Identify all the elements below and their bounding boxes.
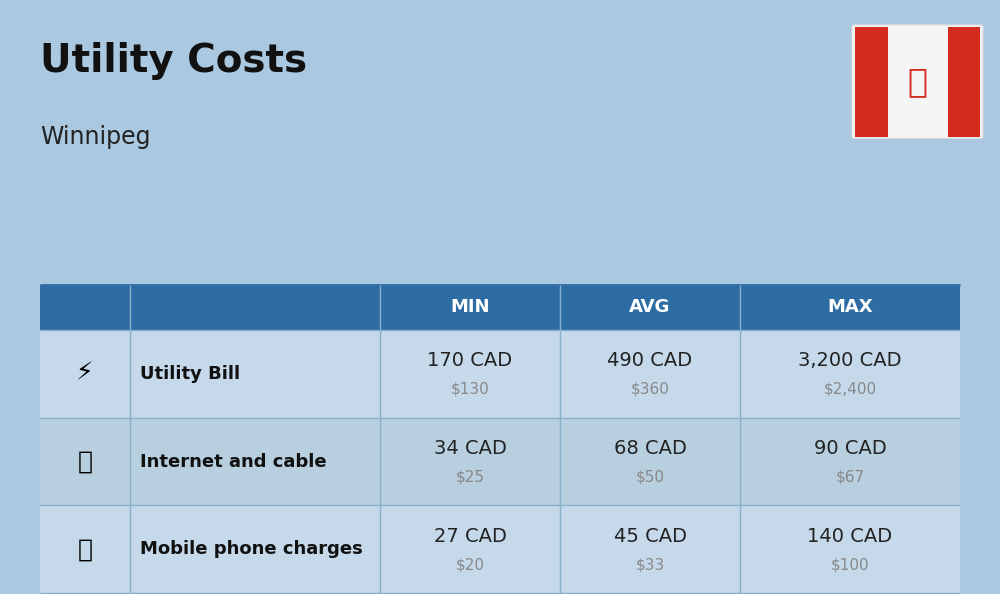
Text: 3,200 CAD: 3,200 CAD (798, 351, 902, 370)
Text: MIN: MIN (450, 298, 490, 317)
Bar (40, 330, 960, 418)
Text: $67: $67 (835, 469, 865, 485)
Text: AVG: AVG (629, 298, 671, 317)
Bar (948, 27, 980, 137)
Text: ⚡: ⚡ (76, 362, 94, 386)
Text: $2,400: $2,400 (823, 381, 877, 397)
Text: Mobile phone charges: Mobile phone charges (140, 541, 363, 558)
Text: 490 CAD: 490 CAD (607, 351, 693, 370)
Text: Utility Bill: Utility Bill (140, 365, 240, 383)
Text: 34 CAD: 34 CAD (434, 439, 506, 458)
Text: 📶: 📶 (77, 450, 92, 473)
Bar (40, 285, 960, 330)
Text: 90 CAD: 90 CAD (814, 439, 886, 458)
Text: 📱: 📱 (77, 538, 92, 561)
Bar (40, 505, 960, 593)
Bar (855, 27, 888, 137)
Text: MAX: MAX (827, 298, 873, 317)
Text: $130: $130 (451, 381, 489, 397)
Text: 68 CAD: 68 CAD (614, 439, 686, 458)
Text: $33: $33 (635, 557, 665, 573)
Text: $20: $20 (456, 557, 484, 573)
Text: 140 CAD: 140 CAD (807, 527, 893, 546)
Text: $100: $100 (831, 557, 869, 573)
Bar (40, 418, 960, 505)
Text: Internet and cable: Internet and cable (140, 453, 327, 470)
Text: $360: $360 (631, 381, 669, 397)
Text: 🍁: 🍁 (908, 65, 928, 98)
Text: 45 CAD: 45 CAD (614, 527, 686, 546)
Text: Winnipeg: Winnipeg (40, 125, 150, 148)
Text: Utility Costs: Utility Costs (40, 42, 307, 80)
FancyBboxPatch shape (852, 25, 983, 138)
Text: 170 CAD: 170 CAD (427, 351, 513, 370)
Text: $25: $25 (456, 469, 484, 485)
Text: $50: $50 (636, 469, 664, 485)
Text: 27 CAD: 27 CAD (434, 527, 506, 546)
